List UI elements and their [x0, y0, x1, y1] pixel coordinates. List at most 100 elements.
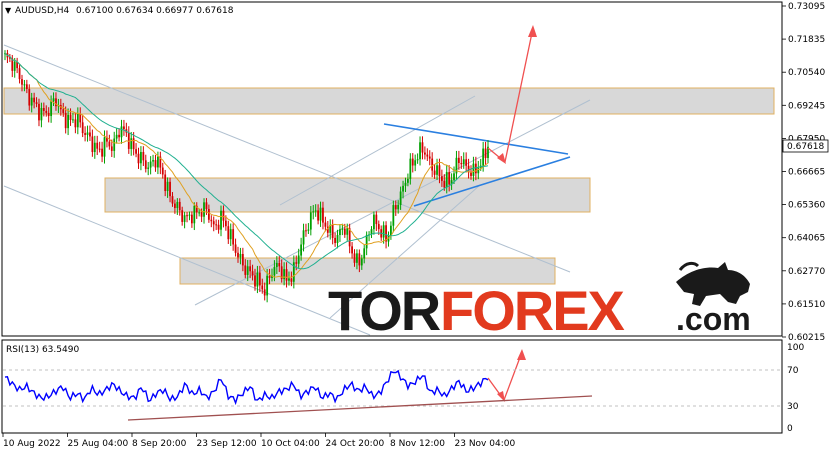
candle-body: [309, 212, 312, 230]
candle-body: [411, 158, 414, 166]
candle-body: [13, 61, 16, 71]
candle-body: [266, 275, 269, 296]
candle-body: [144, 160, 147, 169]
candle-body: [171, 196, 174, 204]
candle-body: [169, 181, 171, 197]
candle-body: [207, 208, 210, 220]
candle-body: [438, 165, 441, 177]
candle-body: [67, 114, 70, 129]
candle-body: [113, 138, 116, 151]
candle-body: [397, 204, 400, 210]
candle-body: [98, 148, 101, 150]
candle-body: [251, 271, 254, 276]
candle-body: [290, 278, 293, 282]
candle-body: [288, 278, 290, 281]
chart-header-ohlc: 0.67100 0.67634 0.66977 0.67618: [76, 6, 234, 16]
candle-body: [79, 114, 82, 123]
candle-body: [440, 176, 443, 181]
candle-body: [300, 244, 303, 256]
candle-body: [246, 266, 249, 275]
price-tick-label: 0.64065: [788, 234, 825, 244]
candle-body: [256, 272, 259, 287]
chart-header-symbol-icon: ▼: [5, 6, 12, 15]
candle-body: [203, 202, 205, 217]
candle-body: [33, 97, 36, 103]
current-price-marker: 0.67618: [782, 139, 829, 153]
candle-body: [353, 253, 356, 263]
candle-body: [222, 210, 225, 221]
candle-body: [130, 138, 133, 149]
chart-header-symbol: AUDUSD,H4: [15, 6, 70, 16]
candle-body: [38, 103, 40, 121]
candle-body: [64, 112, 67, 129]
candle-body: [239, 253, 242, 258]
triangle-upper-line: [383, 123, 569, 155]
candle-body: [407, 178, 409, 183]
rsi-series: [3, 369, 781, 421]
candle-body: [178, 201, 181, 211]
candle-body: [358, 253, 361, 266]
candle-body: [280, 266, 283, 280]
rsi-axis: 100 70 30 0: [787, 343, 804, 434]
candle-body: [275, 263, 278, 268]
price-tick-label: 0.61510: [788, 300, 825, 310]
candle-body: [96, 142, 99, 149]
candle-body: [16, 61, 19, 69]
time-tick-label: 10 Oct 04:00: [261, 439, 320, 449]
candle-body: [467, 165, 470, 173]
candle-body: [436, 165, 438, 175]
candle-body: [76, 114, 79, 128]
rsi-tick-70: 70: [787, 366, 799, 376]
candle-body: [465, 159, 468, 166]
candle-body: [181, 210, 184, 222]
candle-body: [217, 224, 220, 230]
price-tick-label: 0.65360: [788, 201, 825, 211]
candle-body: [326, 226, 329, 233]
candle-body: [137, 153, 140, 164]
candle-body: [322, 207, 324, 223]
candle-body: [173, 203, 176, 209]
candle-body: [477, 167, 480, 174]
candle-body: [314, 210, 317, 212]
candle-body: [52, 98, 55, 102]
candle-body: [462, 159, 465, 165]
candle-body: [135, 149, 137, 154]
candle-body: [159, 156, 162, 168]
candle-body: [385, 225, 387, 242]
candle-body: [445, 172, 448, 188]
candle-body: [108, 141, 111, 147]
moving-average-fast: [4, 52, 489, 279]
candle-body: [443, 180, 446, 188]
candle-body: [190, 214, 193, 224]
current-price-label: 0.67618: [787, 142, 824, 152]
candle-body: [346, 228, 349, 235]
candle-body: [212, 221, 215, 225]
ascending-channel-upper: [279, 95, 476, 206]
candle-body: [484, 148, 487, 158]
time-tick-label: 23 Sep 12:00: [197, 439, 257, 449]
candle-body: [470, 172, 472, 176]
candle-body: [329, 224, 332, 233]
watermark-forex: FOREX: [440, 279, 625, 342]
candle-body: [127, 132, 130, 149]
candle-body: [244, 265, 247, 275]
moving-average-slow: [4, 52, 489, 270]
rsi-header: RSI(13) 63.5490: [6, 345, 79, 355]
candle-body: [382, 225, 385, 238]
watermark-dotcom: .com: [676, 301, 751, 337]
candle-body: [409, 158, 412, 179]
candle-body: [50, 101, 53, 117]
candle-body: [232, 229, 235, 245]
candle-body: [356, 253, 358, 263]
resistance-zone: [3, 87, 775, 115]
candle-body: [283, 269, 286, 280]
watermark-tor: TOR: [328, 279, 441, 342]
candle-body: [474, 163, 477, 174]
arrowhead-rsi-down: [497, 391, 505, 402]
candle-body: [392, 205, 395, 226]
candle-body: [157, 156, 159, 168]
candle-body: [234, 244, 237, 253]
candle-body: [482, 148, 485, 166]
candle-body: [241, 253, 244, 266]
candle-body: [273, 267, 276, 276]
